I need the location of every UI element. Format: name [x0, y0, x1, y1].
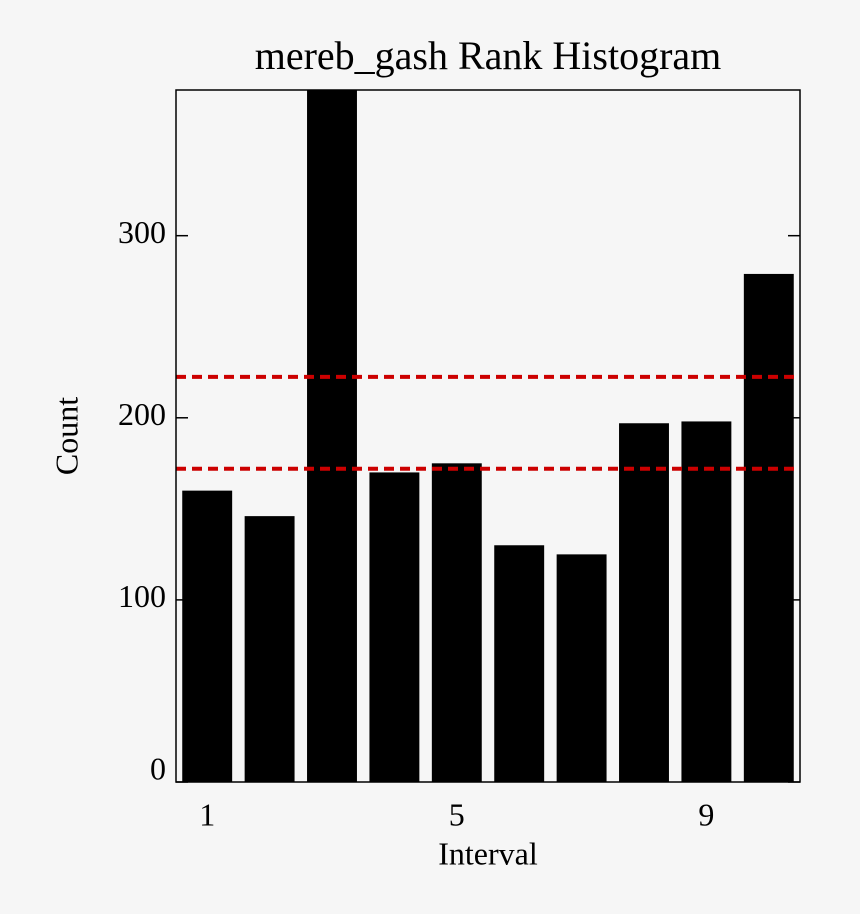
x-axis-label: Interval	[438, 835, 538, 871]
bar	[182, 490, 233, 782]
bar	[307, 90, 357, 782]
bar	[369, 472, 420, 782]
x-tick-label: 5	[449, 796, 465, 832]
x-tick-label: 1	[199, 796, 215, 832]
bar	[619, 423, 669, 782]
y-tick-label: 100	[118, 578, 166, 614]
bar	[743, 273, 794, 782]
bar	[494, 545, 545, 782]
x-tick-label: 9	[698, 796, 714, 832]
y-axis-label: Count	[48, 397, 84, 475]
y-tick-label: 300	[118, 214, 166, 250]
bar	[431, 463, 482, 782]
bar	[244, 516, 295, 782]
y-tick-label: 0	[150, 750, 166, 786]
plot-frame	[175, 89, 801, 783]
chart-title: mereb_gash Rank Histogram	[255, 33, 722, 78]
bar	[681, 421, 732, 782]
y-tick-label: 200	[118, 396, 166, 432]
bar	[556, 554, 607, 782]
